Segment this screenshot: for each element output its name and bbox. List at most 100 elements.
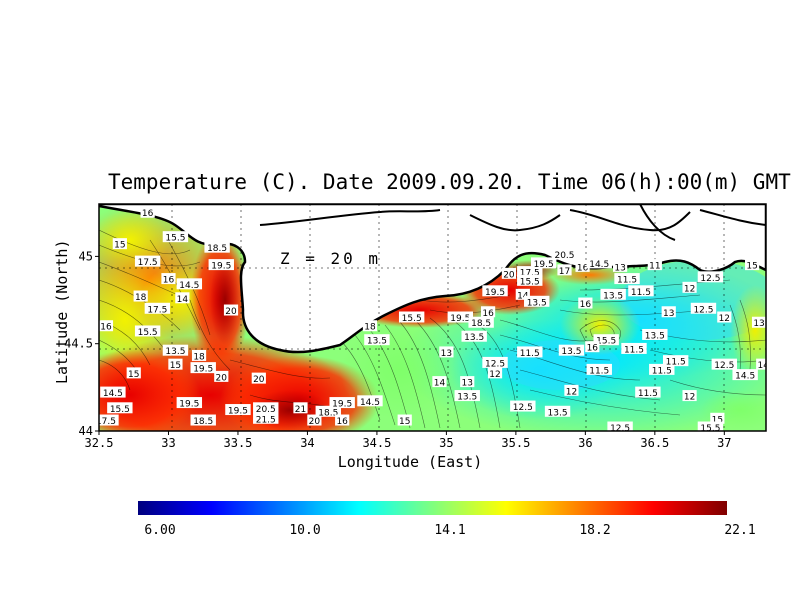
contour-label: 18 bbox=[191, 349, 207, 362]
contour-label: 13.5 bbox=[544, 405, 571, 418]
contour-label: 18 bbox=[133, 290, 148, 303]
contour-label: 12 bbox=[487, 367, 503, 380]
svg-text:16: 16 bbox=[100, 323, 112, 333]
colorbar-labels: 6.00 10.0 14.1 18.2 22.1 bbox=[144, 523, 755, 538]
svg-text:18.5: 18.5 bbox=[318, 408, 338, 418]
svg-text:20: 20 bbox=[503, 270, 515, 280]
svg-text:21.5: 21.5 bbox=[256, 415, 276, 425]
y-tick-label: 44 bbox=[79, 424, 93, 438]
svg-text:20.5: 20.5 bbox=[256, 405, 276, 415]
contour-label: 15.5 bbox=[134, 325, 161, 338]
svg-text:11.5: 11.5 bbox=[652, 366, 672, 376]
contour-label: 14 bbox=[175, 292, 190, 305]
contour-label: 17 bbox=[557, 264, 572, 277]
contour-label: 13 bbox=[661, 306, 676, 319]
svg-text:12: 12 bbox=[684, 284, 695, 294]
x-tick-label: 37 bbox=[717, 436, 731, 450]
svg-text:18: 18 bbox=[364, 323, 376, 333]
svg-text:16: 16 bbox=[142, 209, 154, 219]
contour-label: 20 bbox=[307, 414, 322, 427]
svg-text:12.5: 12.5 bbox=[513, 403, 533, 413]
svg-text:18.5: 18.5 bbox=[471, 319, 491, 329]
contour-label: 12.5 bbox=[607, 421, 633, 431]
contour-label: 21.5 bbox=[253, 412, 279, 425]
contour-label: 12 bbox=[682, 281, 697, 294]
svg-text:13.5: 13.5 bbox=[645, 331, 665, 341]
svg-text:12: 12 bbox=[684, 393, 695, 403]
contour-label: 12.5 bbox=[697, 271, 724, 284]
svg-text:13: 13 bbox=[462, 379, 473, 389]
svg-text:12.5: 12.5 bbox=[693, 305, 713, 315]
contour-label: 13 bbox=[439, 346, 454, 359]
contour-label: 19.5 bbox=[225, 404, 251, 417]
x-tick-label: 32.5 bbox=[85, 436, 114, 450]
svg-text:15: 15 bbox=[399, 417, 410, 427]
contour-label: 21 bbox=[293, 402, 308, 415]
contour-label: 15 bbox=[126, 367, 141, 380]
contour-label: 14.5 bbox=[732, 369, 758, 382]
x-tick-label: 34 bbox=[300, 436, 314, 450]
contour-label: 13.5 bbox=[642, 328, 668, 341]
contour-label: 15 bbox=[745, 259, 760, 272]
svg-text:13.5: 13.5 bbox=[457, 393, 477, 403]
contour-label: 20 bbox=[214, 370, 229, 383]
svg-text:15: 15 bbox=[746, 262, 757, 272]
contour-label: 13.5 bbox=[558, 344, 585, 357]
x-tick-label: 35 bbox=[439, 436, 453, 450]
contour-label: 13.5 bbox=[524, 295, 550, 308]
contour-label: 19.5 bbox=[329, 397, 355, 410]
svg-text:19.5: 19.5 bbox=[485, 288, 505, 298]
contour-label: 13 bbox=[612, 260, 628, 273]
contour-label: 12.5 bbox=[510, 400, 536, 413]
svg-text:19.5: 19.5 bbox=[211, 262, 231, 272]
contour-label: 19.5 bbox=[447, 311, 473, 324]
x-tick-label: 36 bbox=[578, 436, 592, 450]
svg-text:12: 12 bbox=[719, 314, 730, 324]
contour-label: 12 bbox=[564, 384, 579, 397]
svg-text:12.5: 12.5 bbox=[700, 274, 720, 284]
contour-label: 15.5 bbox=[162, 231, 189, 244]
contour-label: 16 bbox=[335, 414, 350, 427]
svg-text:13.5: 13.5 bbox=[561, 347, 581, 357]
svg-text:19.5: 19.5 bbox=[193, 365, 213, 375]
svg-text:18.5: 18.5 bbox=[207, 244, 227, 254]
contour-label: 14.5 bbox=[586, 257, 612, 270]
contour-label: 13 bbox=[751, 316, 766, 329]
svg-text:15: 15 bbox=[712, 415, 723, 425]
x-ticks: 32.5 33 33.5 34 34.5 35 35.5 36 36.5 37 bbox=[85, 431, 732, 450]
contour-label: 11.5 bbox=[635, 386, 661, 399]
y-tick-label: 44.5 bbox=[64, 337, 93, 351]
contour-label: 12.5 bbox=[690, 302, 717, 315]
contour-label: 15 bbox=[397, 414, 412, 427]
svg-text:13: 13 bbox=[441, 349, 452, 359]
contour-label: 13.5 bbox=[364, 334, 390, 347]
svg-text:21: 21 bbox=[295, 405, 306, 415]
contour-label: 17.5 bbox=[517, 266, 543, 279]
svg-text:14: 14 bbox=[177, 295, 189, 305]
contour-label: 11.5 bbox=[649, 363, 675, 376]
svg-text:16: 16 bbox=[163, 276, 175, 286]
svg-text:20: 20 bbox=[216, 373, 228, 383]
svg-text:15: 15 bbox=[114, 241, 125, 251]
contour-label: 18.5 bbox=[468, 316, 494, 329]
contour-label: 11.5 bbox=[517, 346, 543, 359]
svg-text:20: 20 bbox=[253, 375, 265, 385]
contour-label: 16 bbox=[578, 297, 593, 310]
svg-text:13.5: 13.5 bbox=[527, 298, 547, 308]
svg-text:12.5: 12.5 bbox=[485, 359, 505, 369]
svg-text:11.5: 11.5 bbox=[624, 345, 644, 355]
svg-text:11.5: 11.5 bbox=[631, 288, 651, 298]
svg-text:14.5: 14.5 bbox=[179, 281, 199, 291]
contour-label: 15.5 bbox=[697, 421, 724, 431]
contour-label: 17.5 bbox=[134, 255, 161, 268]
contour-label: 17.5 bbox=[96, 414, 119, 427]
svg-text:16: 16 bbox=[577, 263, 589, 273]
contour-label: 20.5 bbox=[253, 402, 279, 415]
svg-text:12: 12 bbox=[566, 387, 577, 397]
contour-label: 16 bbox=[575, 260, 590, 273]
svg-text:19.5: 19.5 bbox=[179, 400, 199, 410]
svg-text:11: 11 bbox=[649, 262, 660, 272]
svg-text:17.5: 17.5 bbox=[96, 417, 116, 427]
svg-text:15.5: 15.5 bbox=[402, 314, 422, 324]
